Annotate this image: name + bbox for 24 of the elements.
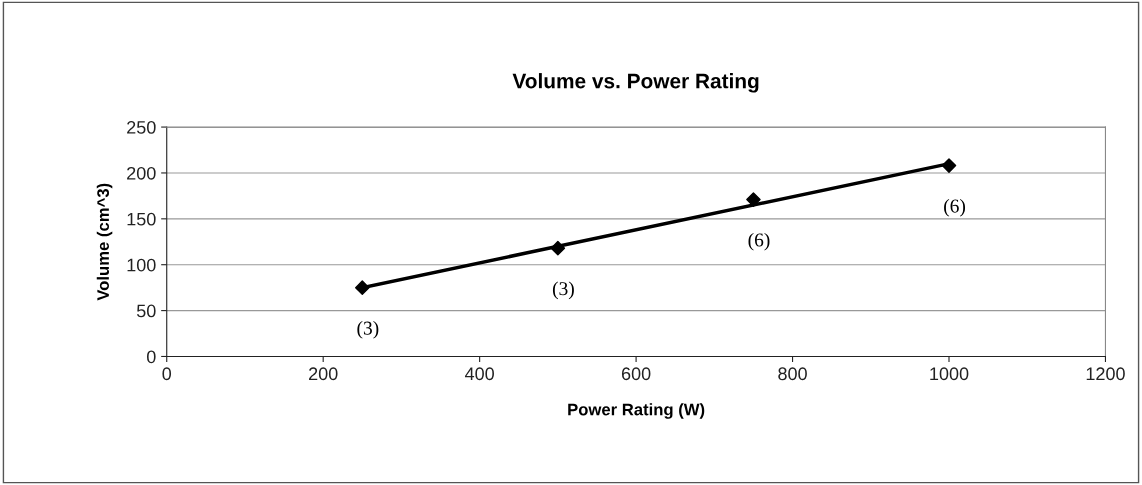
x-tick-label: 800 xyxy=(778,367,807,381)
chart-title: Volume vs. Power Rating xyxy=(512,73,759,93)
y-tick-label: 0 xyxy=(146,350,156,364)
x-tick-label: 1200 xyxy=(1086,367,1125,381)
x-axis-title: Power Rating (W) xyxy=(568,403,705,419)
point xyxy=(746,192,761,207)
x-tick-label: 600 xyxy=(621,367,651,381)
annotation: (3) xyxy=(552,281,574,300)
x-tick-label: 400 xyxy=(464,367,494,381)
x-tick-label: 1000 xyxy=(930,367,969,381)
y-tick-label: 100 xyxy=(127,258,156,272)
annotation: (6) xyxy=(748,232,770,251)
annotation: (3) xyxy=(357,320,379,339)
x-tick-label: 200 xyxy=(309,367,338,381)
y-tick-label: 150 xyxy=(127,212,156,226)
point xyxy=(550,240,566,256)
point xyxy=(941,158,957,173)
point xyxy=(355,280,370,295)
annotation: (6) xyxy=(944,198,966,217)
y-tick-label: 250 xyxy=(127,121,156,134)
y-axis-title: Volume (cm^3) xyxy=(96,183,113,301)
y-tick-label: 200 xyxy=(127,166,156,180)
x-tick-label: 0 xyxy=(162,367,172,381)
y-tick-label: 50 xyxy=(136,304,156,318)
